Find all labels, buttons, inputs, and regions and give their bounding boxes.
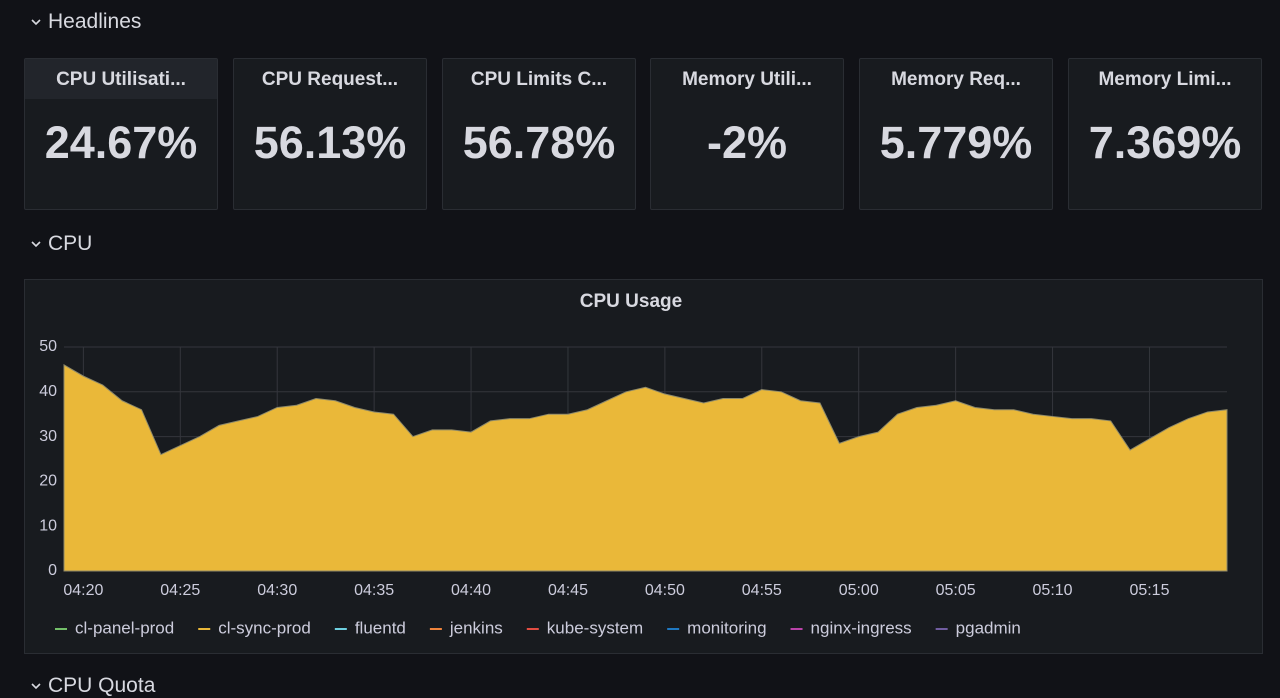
- x-tick-label: 04:25: [160, 582, 200, 599]
- area: [63, 364, 1228, 572]
- stat-title: CPU Utilisati...: [25, 59, 217, 99]
- x-tick-label: 05:15: [1129, 582, 1169, 599]
- stat-title: CPU Limits C...: [470, 69, 608, 90]
- row-title: Headlines: [48, 10, 142, 33]
- stat-title: Memory Limi...: [1098, 69, 1232, 90]
- legend-label: nginx-ingress: [811, 618, 912, 637]
- y-tick-label: 0: [48, 562, 57, 579]
- x-tick-label: 04:35: [354, 582, 394, 599]
- x-tick-label: 05:10: [1033, 582, 1073, 599]
- x-tick-label: 04:50: [645, 582, 685, 599]
- row-header[interactable]: Headlines: [30, 10, 141, 34]
- chevron: [31, 241, 41, 248]
- x-tick-label: 04:45: [548, 582, 588, 599]
- chevron: [31, 19, 41, 26]
- y-tick-label: 30: [39, 428, 57, 445]
- x-tick-label: 05:05: [936, 582, 976, 599]
- y-tick-label: 40: [39, 383, 57, 400]
- y-tick-label: 20: [39, 473, 57, 490]
- row-header[interactable]: CPU: [30, 232, 92, 256]
- stat-value: 5.779%: [879, 117, 1033, 168]
- stat-title: Memory Req...: [891, 69, 1021, 90]
- stat-value: 24.67%: [44, 117, 198, 168]
- stat-value: 56.78%: [462, 117, 616, 168]
- stat-panel[interactable]: CPU Limits C... 56.78%: [442, 58, 636, 210]
- row-title: CPU: [48, 232, 93, 255]
- x-tick-label: 04:30: [257, 582, 297, 599]
- legend-label: jenkins: [449, 618, 503, 637]
- y-tick-label: 50: [39, 338, 57, 355]
- legend-label: monitoring: [687, 618, 766, 637]
- stat-value: 56.13%: [253, 117, 407, 168]
- stat-title: Memory Utili...: [682, 69, 812, 90]
- stat-panel[interactable]: Memory Limi... 7.369%: [1068, 58, 1262, 210]
- stat-value: -2%: [706, 117, 788, 168]
- stat-panel[interactable]: CPU Utilisati... 24.67%: [24, 58, 218, 210]
- chart-panel: CPU Usage 0 10 20 30 40 50 04:20 04:25 04:30 04:3…: [24, 279, 1263, 654]
- row-title: CPU Quota: [48, 674, 156, 697]
- stat-value: 7.369%: [1088, 117, 1242, 168]
- legend-label: cl-panel-prod: [75, 618, 174, 637]
- legend-label: cl-sync-prod: [218, 618, 311, 637]
- stat-panel[interactable]: Memory Utili... -2%: [650, 58, 844, 210]
- x-tick-label: 04:20: [63, 582, 103, 599]
- stat-title: CPU Request...: [261, 69, 399, 90]
- x-tick-label: 05:00: [839, 582, 879, 599]
- stat-panel[interactable]: Memory Req... 5.779%: [859, 58, 1053, 210]
- x-tick-label: 04:55: [742, 582, 782, 599]
- chevron: [31, 683, 41, 690]
- row-header[interactable]: CPU Quota: [30, 674, 155, 698]
- legend-label: fluentd: [355, 618, 406, 637]
- stat-panel[interactable]: CPU Request... 56.13%: [233, 58, 427, 210]
- legend-label: kube-system: [547, 618, 643, 637]
- chart-title: CPU Usage: [580, 291, 682, 312]
- x-tick-label: 04:40: [451, 582, 491, 599]
- legend-label: pgadmin: [956, 618, 1021, 637]
- y-tick-label: 10: [39, 517, 57, 534]
